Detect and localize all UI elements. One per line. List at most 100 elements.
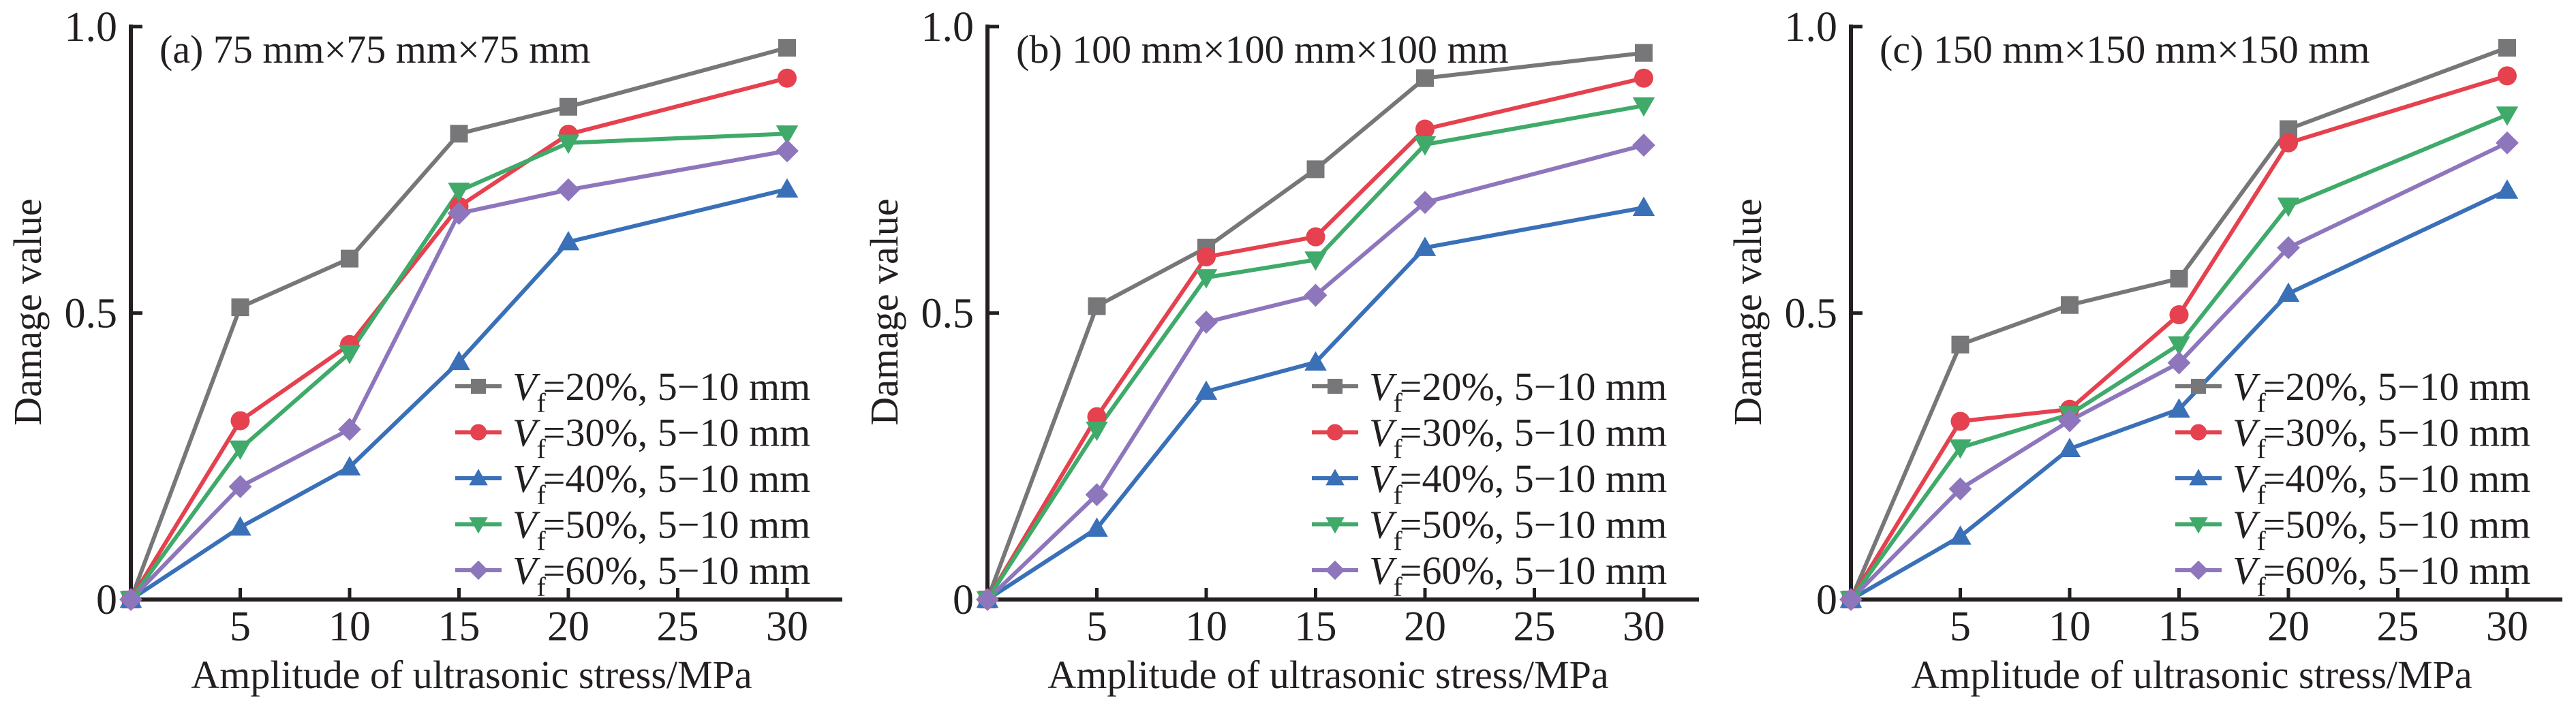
legend-symbol: V (1369, 456, 1398, 501)
legend-subscript: f (1393, 434, 1402, 465)
data-point (1839, 588, 1862, 611)
legend-symbol: V (512, 503, 541, 547)
data-point (2277, 236, 2300, 260)
series-line-5 (985, 143, 1644, 602)
panel-title: (c) 150 mm×150 mm×150 mm (1880, 27, 2370, 72)
legend-label: Vf=20%, 5−10 mm (2233, 364, 2530, 418)
data-point (2498, 39, 2516, 57)
legend-symbol: V (2233, 456, 2261, 501)
series-line-2 (1849, 74, 2508, 601)
legend-text: =20%, 5−10 mm (1400, 364, 1667, 409)
data-point (1086, 421, 1108, 441)
legend-item: Vf=30%, 5−10 mm (1312, 411, 1667, 465)
legend-text: =30%, 5−10 mm (1400, 411, 1667, 455)
data-point (1413, 191, 1437, 215)
data-point (1413, 236, 1437, 256)
data-point (557, 178, 580, 202)
legend-subscript: f (536, 388, 546, 418)
legend-symbol: V (2233, 364, 2261, 409)
legend-label: Vf=30%, 5−10 mm (1369, 411, 1667, 465)
x-tick-label: 25 (2377, 604, 2419, 650)
series-line-5 (1849, 140, 2509, 602)
data-point (1086, 517, 1108, 537)
x-axis-title: Amplitude of ultrasonic stress/MPa (1047, 653, 1608, 697)
legend-marker (2191, 379, 2206, 394)
legend-text: =60%, 5−10 mm (1400, 548, 1667, 593)
legend-label: Vf=60%, 5−10 mm (512, 548, 810, 602)
legend-label: Vf=30%, 5−10 mm (512, 411, 810, 465)
legend-item: Vf=40%, 5−10 mm (2175, 456, 2530, 510)
x-axis-title: Amplitude of ultrasonic stress/MPa (1911, 653, 2472, 697)
data-point (228, 475, 252, 499)
data-point (1197, 247, 1216, 267)
legend-text: =30%, 5−10 mm (2263, 411, 2530, 455)
y-tick-label: 0.5 (65, 291, 118, 337)
series-line-1 (985, 50, 1644, 601)
series-line-2 (985, 76, 1644, 601)
legend-subscript: f (1393, 526, 1402, 557)
x-tick-label: 25 (1514, 604, 1556, 650)
x-tick-label: 30 (1623, 604, 1665, 650)
legend-marker (1328, 379, 1343, 394)
legend-subscript: f (2256, 480, 2266, 510)
y-axis-title: Damage value (5, 198, 50, 425)
legend-item: Vf=30%, 5−10 mm (455, 411, 810, 465)
legend-item: Vf=30%, 5−10 mm (2175, 411, 2530, 465)
legend-label: Vf=60%, 5−10 mm (1369, 548, 1667, 602)
legend-label: Vf=40%, 5−10 mm (2233, 456, 2530, 510)
x-tick-label: 5 (230, 604, 251, 650)
chart-panel-a: 0 0.5 1.0 5 10 15 20 25 30 Amplitude of ultrasoni… (5, 4, 842, 697)
legend-symbol: V (1369, 503, 1398, 547)
series-line-3 (986, 205, 1644, 602)
legend-subscript: f (2256, 434, 2266, 465)
data-point (1087, 407, 1107, 426)
y-tick-label: 0 (953, 577, 974, 623)
data-point (230, 411, 250, 431)
legend-label: Vf=50%, 5−10 mm (512, 503, 810, 557)
legend-item: Vf=50%, 5−10 mm (1312, 503, 1667, 557)
legend-marker (471, 379, 486, 394)
legend-marker (1325, 469, 1345, 486)
series-line-4 (129, 131, 788, 601)
series-line-3 (129, 187, 788, 602)
data-point (2277, 282, 2300, 302)
legend-item: Vf=50%, 5−10 mm (455, 503, 810, 557)
legend-subscript: f (2256, 572, 2266, 602)
data-point (1195, 311, 1218, 334)
data-point (1195, 269, 1218, 289)
series-line-4 (1849, 112, 2509, 601)
x-tick-label: 30 (766, 604, 808, 650)
y-tick-label: 1.0 (1785, 4, 1838, 50)
legend-label: Vf=50%, 5−10 mm (1369, 503, 1667, 557)
data-point (1950, 411, 1970, 431)
legend-label: Vf=20%, 5−10 mm (512, 364, 810, 418)
legend-item: Vf=40%, 5−10 mm (455, 456, 810, 510)
data-point (776, 125, 799, 145)
legend-item: Vf=20%, 5−10 mm (2175, 364, 2530, 418)
legend-label: Vf=60%, 5−10 mm (2233, 548, 2530, 602)
x-axis-title: Amplitude of ultrasonic stress/MPa (191, 653, 752, 697)
legend-marker (1325, 560, 1345, 580)
legend-symbol: V (2233, 548, 2261, 593)
data-point (231, 298, 249, 317)
legend-subscript: f (2256, 526, 2266, 557)
data-point (450, 125, 468, 143)
legend-subscript: f (536, 526, 546, 557)
chart-panel-c: 0 0.5 1.0 5 10 15 20 25 30 Amplitude of ultrasoni… (1726, 4, 2562, 697)
x-tick-label: 15 (438, 604, 480, 650)
chart-panel-b: 0 0.5 1.0 5 10 15 20 25 30 Amplitude of ultrasoni… (862, 4, 1699, 697)
data-point (341, 249, 358, 268)
data-point (1413, 136, 1437, 156)
legend-symbol: V (1369, 364, 1398, 409)
legend-marker (469, 517, 488, 534)
legend-text: =50%, 5−10 mm (2263, 503, 2530, 547)
data-point (338, 456, 361, 476)
data-point (2168, 398, 2190, 418)
data-point (1416, 69, 1434, 87)
data-point (778, 39, 796, 57)
data-point (2279, 133, 2298, 153)
data-point (2058, 409, 2081, 433)
